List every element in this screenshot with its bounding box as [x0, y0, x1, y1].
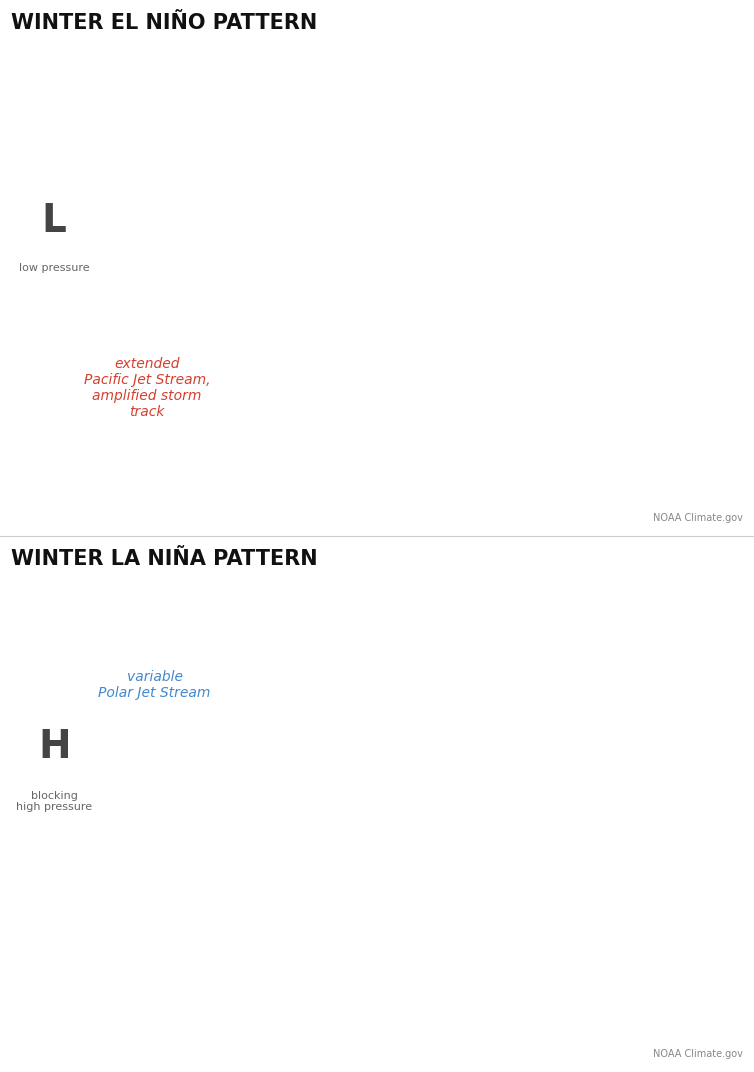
Text: extended
Pacific Jet Stream,
amplified storm
track: extended Pacific Jet Stream, amplified s… — [84, 357, 210, 419]
Text: blocking
high pressure: blocking high pressure — [17, 791, 92, 813]
Text: NOAA Climate.gov: NOAA Climate.gov — [653, 1049, 743, 1059]
Text: WINTER LA NIÑA PATTERN: WINTER LA NIÑA PATTERN — [11, 549, 318, 569]
Text: L: L — [42, 203, 66, 240]
Text: low pressure: low pressure — [19, 264, 90, 273]
Text: variable
Polar Jet Stream: variable Polar Jet Stream — [98, 670, 211, 700]
Text: NOAA Climate.gov: NOAA Climate.gov — [653, 513, 743, 523]
Text: H: H — [38, 728, 71, 766]
Text: WINTER EL NIÑO PATTERN: WINTER EL NIÑO PATTERN — [11, 13, 317, 33]
